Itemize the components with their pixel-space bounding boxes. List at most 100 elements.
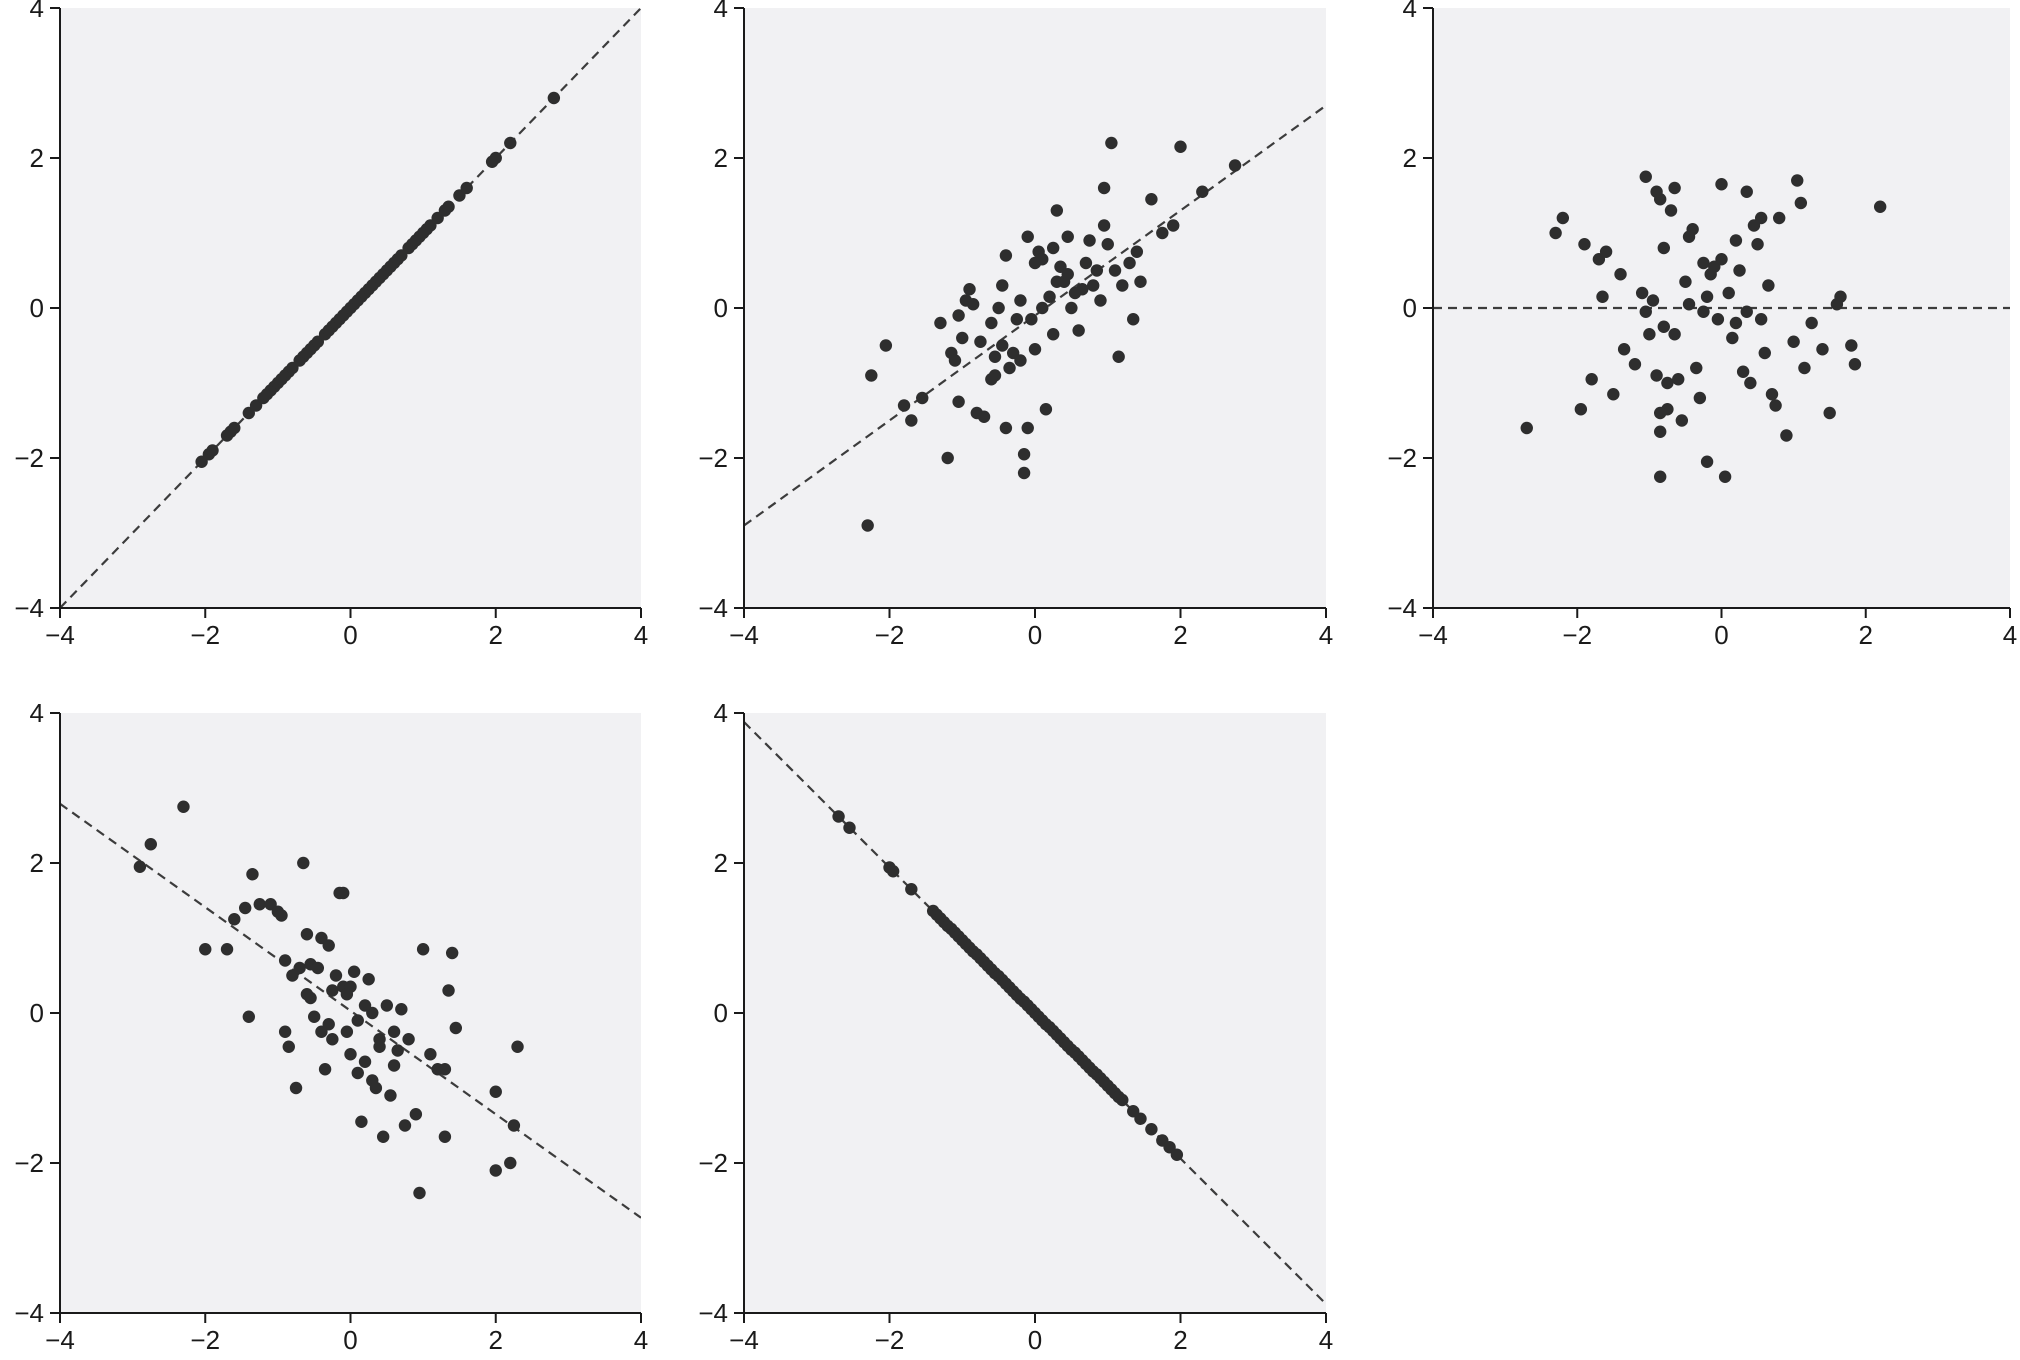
data-point xyxy=(1134,1112,1147,1125)
data-point xyxy=(253,898,266,911)
data-point xyxy=(326,984,339,997)
data-point xyxy=(1156,226,1169,240)
data-point xyxy=(1754,211,1768,225)
data-point xyxy=(1574,403,1588,416)
data-point xyxy=(133,860,147,873)
data-point xyxy=(1834,290,1847,303)
x-tick-label: 0 xyxy=(1028,620,1042,650)
data-point xyxy=(387,1059,401,1072)
y-tick-label: −2 xyxy=(698,443,728,473)
y-tick-label: −4 xyxy=(14,1298,44,1328)
data-point xyxy=(373,1040,386,1053)
data-point xyxy=(220,943,234,956)
x-tick-label: 4 xyxy=(2003,620,2017,650)
x-tick-label: −2 xyxy=(875,620,905,650)
data-point xyxy=(1036,301,1049,315)
data-point xyxy=(886,865,900,878)
data-point xyxy=(329,969,343,982)
data-point xyxy=(941,451,954,465)
data-point xyxy=(956,331,969,345)
data-point xyxy=(1061,268,1074,281)
data-point xyxy=(1643,328,1656,341)
data-point xyxy=(337,886,350,900)
data-point xyxy=(438,1130,452,1143)
data-point xyxy=(1700,455,1714,468)
data-point xyxy=(460,181,473,195)
data-point xyxy=(1003,361,1016,375)
data-point xyxy=(347,965,361,978)
data-point xyxy=(966,298,980,311)
data-point xyxy=(307,1010,321,1023)
data-point xyxy=(1794,196,1808,210)
fit-line xyxy=(60,8,641,608)
data-points xyxy=(195,91,561,468)
data-point xyxy=(1726,331,1739,345)
data-point xyxy=(1635,286,1649,300)
x-tick-label: 4 xyxy=(634,620,648,650)
y-tick-label: 0 xyxy=(714,293,728,323)
scatter-panel-5: −4 −2 0 2 4 −4 −2 0 2 4 xyxy=(698,698,1333,1355)
data-point xyxy=(1050,204,1064,217)
scatter-panel-1: −4 −2 0 2 4 −4 −2 0 2 4 xyxy=(14,0,648,650)
data-point xyxy=(1751,238,1764,251)
y-tick-label: 2 xyxy=(1403,143,1417,173)
data-point xyxy=(278,954,292,967)
x-tick-label: 2 xyxy=(1173,1325,1187,1355)
data-point xyxy=(996,339,1009,352)
data-point xyxy=(1094,294,1107,307)
data-point xyxy=(1046,241,1060,255)
data-point xyxy=(1585,373,1598,386)
data-point xyxy=(1672,373,1685,386)
x-tick-label: 0 xyxy=(1028,1325,1042,1355)
data-point xyxy=(351,1014,364,1027)
data-point xyxy=(1780,429,1793,442)
data-point xyxy=(380,999,394,1012)
data-point xyxy=(1578,238,1591,251)
data-point xyxy=(289,1081,303,1095)
y-tick-label: 4 xyxy=(1403,0,1417,23)
data-point xyxy=(1556,211,1570,225)
data-point xyxy=(1729,234,1743,247)
data-point xyxy=(300,988,314,1001)
y-tick-label: 4 xyxy=(714,698,728,728)
data-point xyxy=(1816,343,1829,356)
plot-area xyxy=(744,8,1326,608)
data-point xyxy=(1700,290,1714,303)
data-point xyxy=(1686,223,1699,236)
x-tick-label: 2 xyxy=(1173,620,1187,650)
x-tick-label: −2 xyxy=(1562,620,1592,650)
data-point xyxy=(999,421,1013,435)
data-point xyxy=(511,1040,524,1053)
x-tick-label: 4 xyxy=(1319,620,1333,650)
x-tick-label: 2 xyxy=(489,1325,503,1355)
data-point xyxy=(206,444,219,457)
data-point xyxy=(988,350,1002,363)
data-point xyxy=(1682,298,1696,311)
data-point xyxy=(1036,253,1049,266)
data-point xyxy=(318,1063,332,1076)
data-point xyxy=(398,1119,412,1132)
data-points xyxy=(1520,170,1887,483)
x-tick-label: −2 xyxy=(875,1325,905,1355)
data-point xyxy=(1196,185,1209,198)
data-point xyxy=(293,961,306,975)
y-tick-label: 4 xyxy=(30,698,44,728)
data-point xyxy=(1791,174,1804,187)
data-point xyxy=(1653,425,1667,438)
data-point xyxy=(1661,376,1674,390)
x-tick-label: 0 xyxy=(1714,620,1728,650)
data-point xyxy=(952,395,965,408)
data-point xyxy=(1650,369,1663,382)
data-point xyxy=(402,1033,415,1046)
data-point xyxy=(1112,350,1125,363)
x-tick-label: 0 xyxy=(343,1325,357,1355)
data-point xyxy=(1043,290,1056,303)
x-tick-label: −2 xyxy=(190,620,220,650)
data-point xyxy=(1046,328,1060,341)
data-point xyxy=(1228,159,1242,172)
data-point xyxy=(1758,346,1771,360)
data-point xyxy=(358,1055,372,1068)
data-point xyxy=(1021,230,1034,243)
data-point xyxy=(1083,234,1096,247)
